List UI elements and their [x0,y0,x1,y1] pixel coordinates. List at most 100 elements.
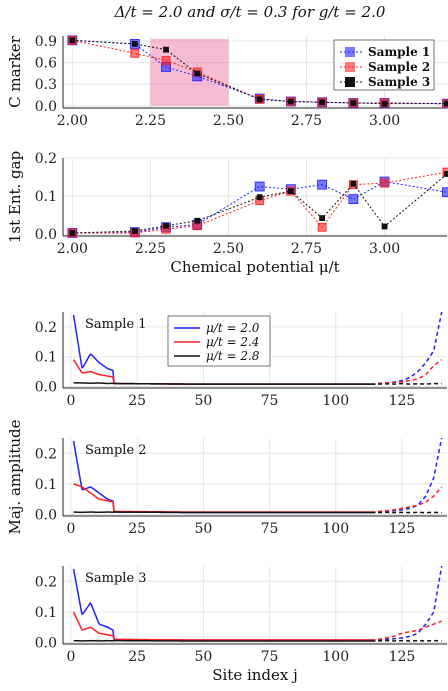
y-axis-label: Maj. amplitude [6,419,24,534]
y-tick-label: 0.0 [35,227,57,243]
x-tick-label: 2.25 [135,113,166,129]
panel-5: 0 25 50 75 100 125 0.0 0.1 0.2 Sample 3 Site index… [35,565,447,684]
data-point-sample-3 [256,194,263,201]
x-tick-label: 50 [194,521,212,537]
y-tick-label: 0.0 [35,507,57,523]
panel-annotation: Sample 3 [85,571,147,586]
y-tick-label: 0.0 [35,635,57,651]
y-tick-label: 0.1 [35,605,57,621]
data-point-sample-3 [350,180,357,187]
x-tick-label: 25 [128,521,146,537]
y-tick-label: 0.3 [35,77,57,93]
x-tick-label: 50 [194,649,212,665]
profile-line-2 [73,483,376,513]
x-tick-label: 2.00 [57,241,88,257]
data-point-sample-1 [348,194,359,204]
legend-marker [345,62,355,72]
legend-marker [345,77,355,87]
profile-line-3 [73,382,376,385]
y-axis-label: C marker [6,35,24,108]
x-tick-label: 3.00 [369,113,400,129]
data-point-sample-3 [381,223,388,230]
y-tick-label: 0.6 [35,56,57,72]
data-point-sample-3 [288,98,294,105]
series-line-1 [72,181,448,234]
legend-label: Sample 3 [368,75,430,89]
series-line-3 [72,173,448,234]
legend-label: μ/t = 2.0 [206,321,260,335]
y-tick-label: 0.0 [35,380,57,396]
y-tick-label: 0.2 [35,151,57,167]
legend-label: μ/t = 2.8 [206,349,260,363]
x-axis-label: Chemical potential μ/t [170,258,339,276]
y-axis-label: 1st Ent. gap [6,151,24,243]
highlight-region [150,38,229,106]
y-tick-label: 0.2 [35,446,57,462]
x-tick-label: 0 [66,521,75,537]
x-tick-label: 75 [261,521,279,537]
x-tick-label: 2.50 [213,241,244,257]
profile-edge-line-2 [378,620,442,641]
data-point-sample-1 [442,187,448,198]
x-tick-label: 2.75 [291,241,322,257]
x-axis-label: Site index j [212,666,298,684]
x-tick-label: 3.00 [369,241,400,257]
data-point-sample-3 [319,215,326,222]
y-tick-label: 0.0 [35,99,57,115]
panel-annotation: Sample 2 [85,443,147,458]
profile-edge-line-1 [378,565,443,641]
panel-annotation: Sample 1 [85,317,147,332]
data-point-sample-3 [163,222,169,229]
y-tick-label: 0.2 [35,320,57,336]
x-tick-label: 125 [389,649,416,665]
profile-edge-line-1 [378,311,443,385]
series-line-1 [72,39,448,105]
x-tick-label: 25 [128,393,146,409]
x-tick-label: 25 [128,649,146,665]
data-point-sample-3 [131,41,138,47]
data-point-sample-3 [69,230,76,236]
data-point-sample-3 [444,100,448,107]
legend-label: Sample 1 [368,45,430,59]
panel-2: 2.00 2.25 2.50 2.75 3.00 0.0 0.1 0.2 1st Ent. ga… [6,151,448,276]
legend-marker [345,47,355,57]
y-tick-label: 0.1 [35,189,57,205]
x-tick-label: 2.00 [57,113,88,129]
data-point-sample-1 [254,181,265,192]
data-point-sample-3 [319,99,326,106]
series-line-3 [72,39,447,105]
x-tick-label: 50 [194,393,212,409]
data-point-sample-2 [130,48,140,58]
legend-label: Sample 2 [368,60,430,74]
data-point-sample-2 [317,222,327,232]
y-tick-label: 0.1 [35,477,57,493]
panel-1: 2.00 2.25 2.50 2.75 3.00 0.0 0.3 0.6 0.9 C marker… [6,34,448,129]
panel-4: 0 25 50 75 100 125 0.0 0.1 0.2 Sample 2 Maj. ampli… [6,419,447,537]
profile-line-2 [72,611,376,641]
data-point-sample-3 [194,217,201,224]
data-point-sample-3 [381,100,388,107]
figure-title: Δ/t = 2.0 and σ/t = 0.3 for g/t = 2.0 [114,3,386,21]
data-point-sample-3 [444,171,448,177]
x-tick-label: 100 [322,393,349,409]
legend-box [167,315,271,367]
y-tick-label: 0.9 [35,34,57,50]
y-tick-label: 0.1 [35,350,57,366]
x-tick-label: 2.75 [291,113,322,129]
data-point-sample-2 [161,56,171,65]
data-point-sample-1 [317,179,328,190]
x-tick-label: 125 [389,393,416,409]
data-point-sample-3 [163,46,169,53]
profile-edge-line-1 [378,437,443,513]
profile-edge-line-2 [378,359,443,385]
data-point-sample-3 [69,37,76,44]
series-line-2 [72,171,448,234]
x-tick-label: 75 [261,649,279,665]
x-tick-label: 125 [389,521,416,537]
x-tick-label: 75 [261,393,279,409]
data-point-sample-2 [380,178,389,188]
legend-label: μ/t = 2.4 [206,335,259,349]
x-tick-label: 100 [322,649,349,665]
